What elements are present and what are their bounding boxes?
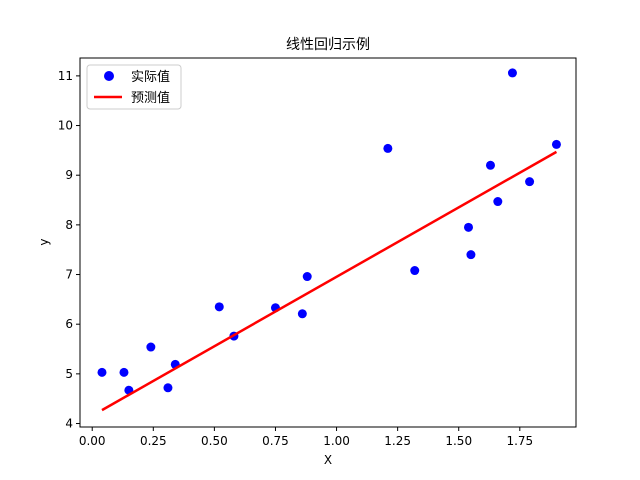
x-tick-label-1: 0.25 (140, 434, 167, 448)
scatter-point-13 (463, 222, 473, 232)
scatter-point-12 (410, 266, 420, 276)
scatter-point-16 (493, 197, 503, 207)
plot-frame (79, 57, 577, 428)
scatter-point-9 (297, 309, 307, 319)
x-tick-label-5: 1.25 (384, 434, 411, 448)
y-tick-label-0: 4 (65, 417, 73, 431)
scatter-point-11 (383, 143, 393, 153)
y-tick-label-4: 8 (65, 218, 73, 232)
regression-line (101, 150, 558, 412)
scatter-point-18 (525, 177, 535, 187)
chart-title: 线性回归示例 (286, 36, 370, 53)
scatter-point-19 (551, 139, 561, 149)
legend-label-actual: 实际值 (131, 69, 170, 85)
y-tick-label-3: 7 (65, 268, 73, 282)
scatter-point-17 (507, 68, 517, 78)
scatter-point-0 (97, 367, 107, 377)
scatter-point-1 (119, 367, 129, 377)
plot-background (80, 58, 576, 427)
y-tick-label-7: 11 (58, 69, 73, 83)
x-tick-label-2: 0.50 (201, 434, 228, 448)
scatter-point-14 (466, 250, 476, 260)
scatter-point-15 (485, 160, 495, 170)
x-tick-label-0: 0.00 (79, 434, 106, 448)
x-tick-label-6: 1.50 (445, 434, 472, 448)
legend-label-predicted: 预测值 (131, 90, 170, 106)
x-tick-label-4: 1.00 (323, 434, 350, 448)
y-tick-label-1: 5 (65, 367, 73, 381)
scatter-point-6 (214, 302, 224, 312)
x-axis: 0.00 0.25 0.50 0.75 1.00 1.25 1.50 1.75 (79, 427, 533, 448)
x-tick-label-3: 0.75 (262, 434, 289, 448)
scatter-point-3 (146, 342, 156, 352)
y-tick-label-6: 10 (58, 119, 73, 133)
legend: 实际值 预测值 (86, 64, 182, 110)
plot-area (79, 57, 577, 428)
y-tick-label-5: 9 (65, 168, 73, 182)
y-axis-label: y (37, 238, 51, 245)
data-layer (97, 68, 561, 412)
y-tick-label-2: 6 (65, 317, 73, 331)
x-axis-label: X (324, 453, 332, 467)
legend-marker-scatter (104, 71, 114, 81)
y-axis: 4 5 6 7 8 9 10 11 (58, 69, 80, 431)
scatter-point-10 (302, 272, 312, 282)
x-tick-label-7: 1.75 (506, 434, 533, 448)
scatter-point-4 (163, 383, 173, 393)
